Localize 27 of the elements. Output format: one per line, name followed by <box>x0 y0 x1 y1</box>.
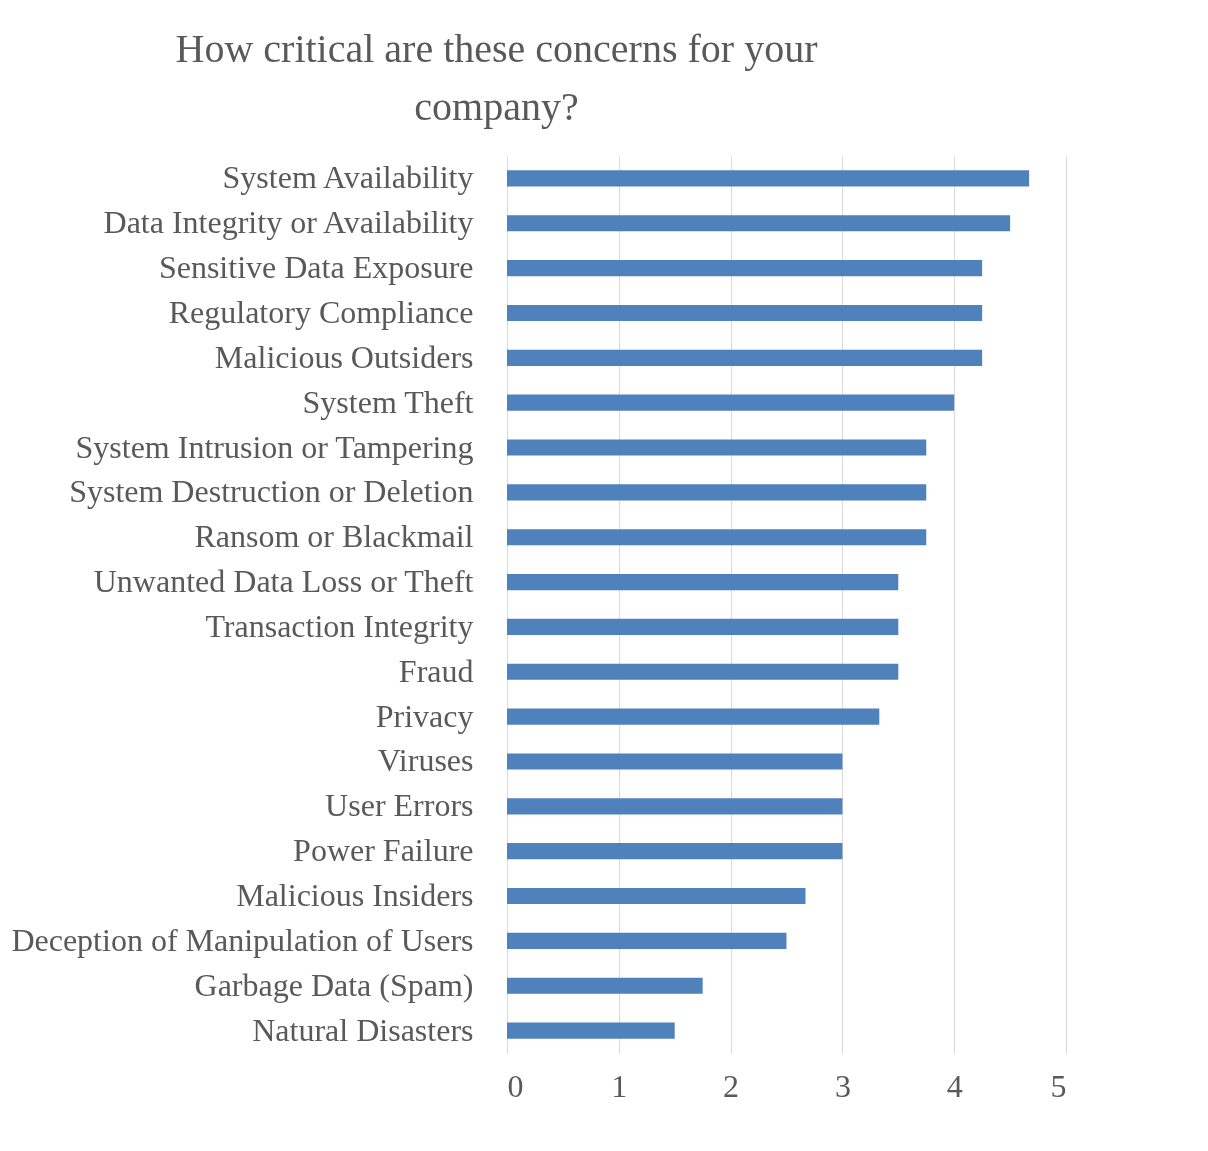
y-tick-label: Data Integrity or Availability <box>103 204 474 241</box>
x-tick-label: 1 <box>611 1067 628 1104</box>
y-tick-label: Regulatory Compliance <box>168 293 474 330</box>
y-tick-label: Ransom or Blackmail <box>194 518 474 555</box>
x-tick-label: 0 <box>507 1067 524 1104</box>
y-tick-label: Garbage Data (Spam) <box>194 966 474 1003</box>
y-tick-label: System Availability <box>222 159 474 196</box>
y-tick-label: Sensitive Data Exposure <box>158 249 474 286</box>
y-tick-label: Natural Disasters <box>252 1011 474 1048</box>
y-tick-label: Malicious Insiders <box>236 877 474 914</box>
x-tick-label: 2 <box>723 1067 740 1104</box>
y-tick-label: System Intrusion or Tampering <box>75 428 474 465</box>
y-tick-label: Fraud <box>398 652 474 689</box>
y-tick-label: Deception of Manipulation of Users <box>11 921 474 958</box>
x-tick-label: 4 <box>946 1067 963 1104</box>
y-tick-label: Unwanted Data Loss or Theft <box>93 563 474 600</box>
y-tick-label: Malicious Outsiders <box>214 338 474 375</box>
x-tick-label: 5 <box>1050 1067 1067 1104</box>
y-tick-label: Viruses <box>377 742 474 779</box>
y-tick-label: System Destruction or Deletion <box>69 473 474 510</box>
y-tick-label: User Errors <box>325 787 474 824</box>
y-tick-label: Transaction Integrity <box>205 607 474 644</box>
x-tick-label: 3 <box>834 1067 851 1104</box>
y-tick-label: System Theft <box>302 383 474 420</box>
chart-title: How critical are these concerns for your company? <box>175 26 818 129</box>
y-tick-label: Power Failure <box>293 832 474 869</box>
y-tick-label: Privacy <box>375 697 474 734</box>
